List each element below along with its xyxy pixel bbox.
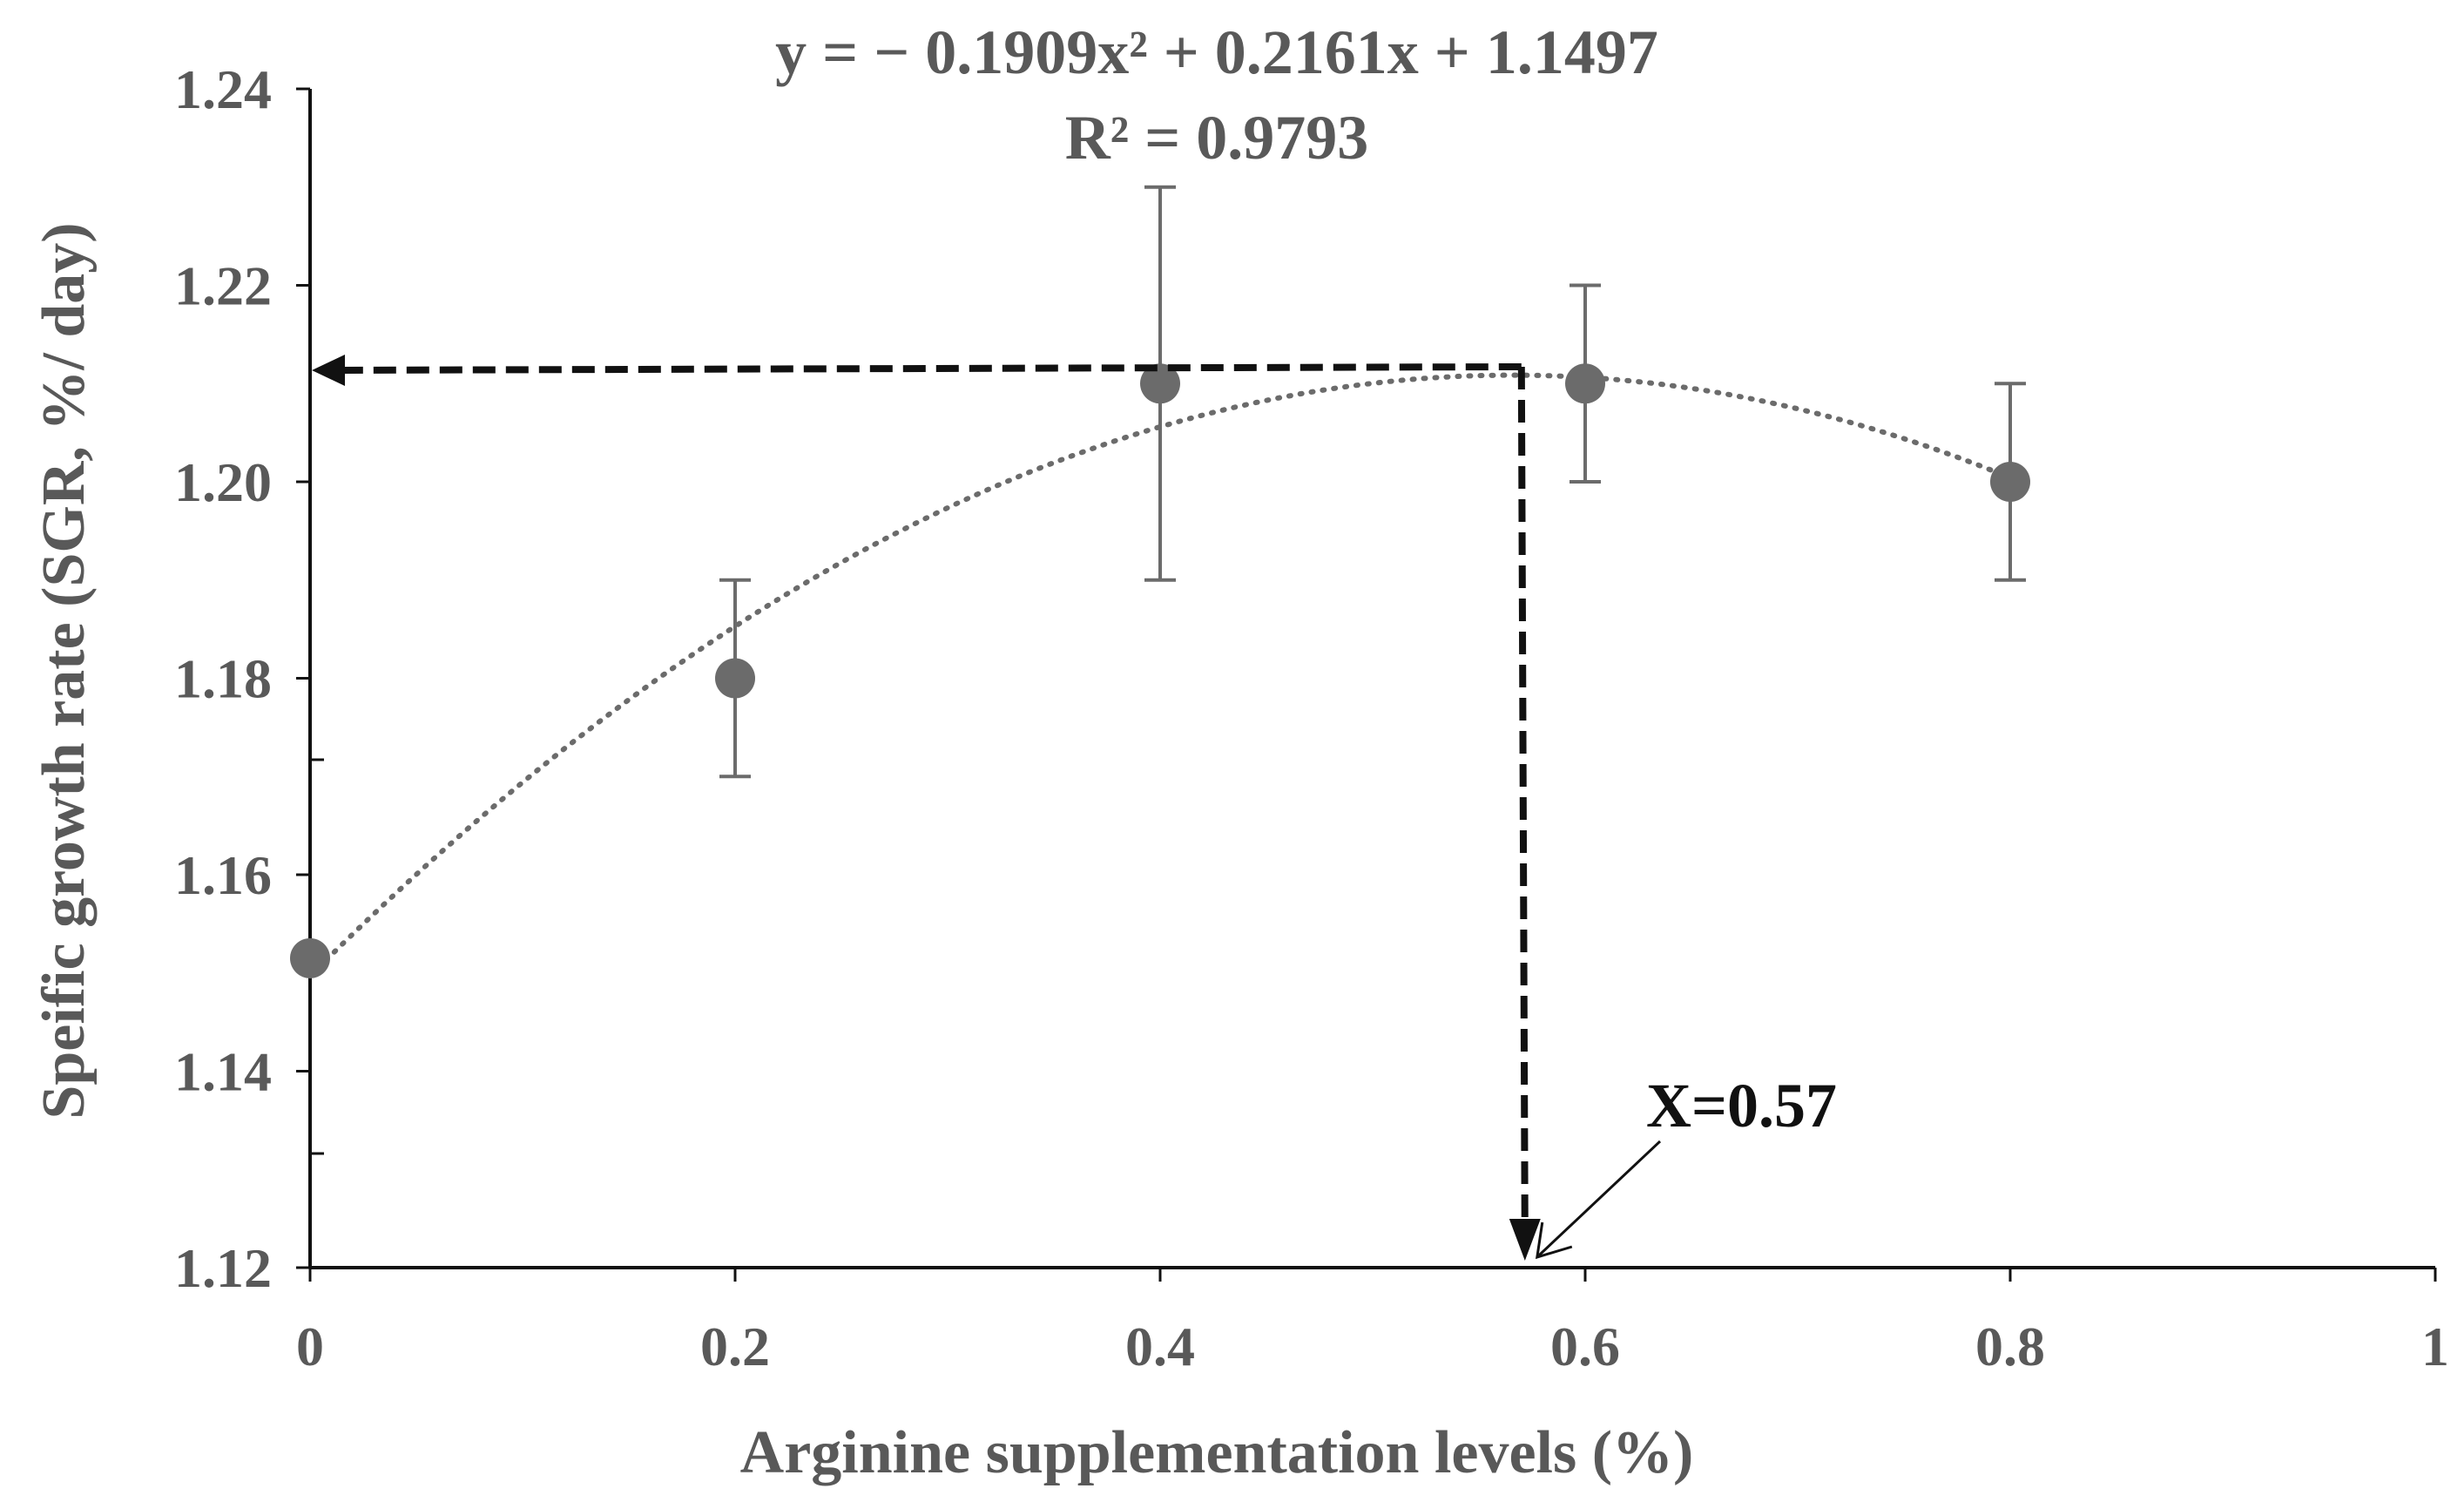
data-point: [1140, 363, 1180, 404]
data-point: [1565, 363, 1605, 404]
data-point: [1990, 462, 2030, 502]
y-tick-label: 1.14: [174, 1041, 272, 1103]
x-axis-title: Arginine supplementation levels (%): [740, 1419, 1694, 1486]
y-tick-label: 1.12: [174, 1237, 272, 1299]
trendline-equation: y = − 0.1909x² + 0.2161x + 1.1497: [775, 17, 1658, 87]
y-tick-label: 1.16: [174, 844, 272, 906]
horizontal-arrowhead: [312, 354, 345, 386]
optimum-label: X=0.57: [1646, 1071, 1837, 1140]
y-tick-label: 1.20: [174, 451, 272, 513]
y-tick-label: 1.22: [174, 255, 272, 317]
y-tick-label: 1.24: [174, 58, 272, 120]
data-point: [290, 937, 330, 978]
y-axis-title: Speific growth rate (SGR, %/ day): [30, 222, 98, 1119]
vertical-arrowhead: [1509, 1219, 1541, 1261]
data-point: [715, 658, 755, 699]
x-tick-label: 0.4: [1125, 1316, 1195, 1377]
x-tick-label: 0.8: [1975, 1316, 2045, 1377]
optimum-pointer-arrow: [1537, 1140, 1662, 1257]
optimum-pointer-arrowhead: [1535, 1221, 1573, 1260]
x-tick-label: 0.6: [1550, 1316, 1620, 1377]
horizontal-guide-arrow: [337, 362, 1522, 374]
trendline-r2: R² = 0.9793: [1065, 103, 1369, 173]
x-tick-label: 0: [296, 1316, 324, 1377]
x-tick-label: 1: [2421, 1316, 2449, 1377]
vertical-guide-arrow: [1517, 366, 1529, 1234]
y-tick-label: 1.18: [174, 648, 272, 710]
x-tick-label: 0.2: [700, 1316, 770, 1377]
